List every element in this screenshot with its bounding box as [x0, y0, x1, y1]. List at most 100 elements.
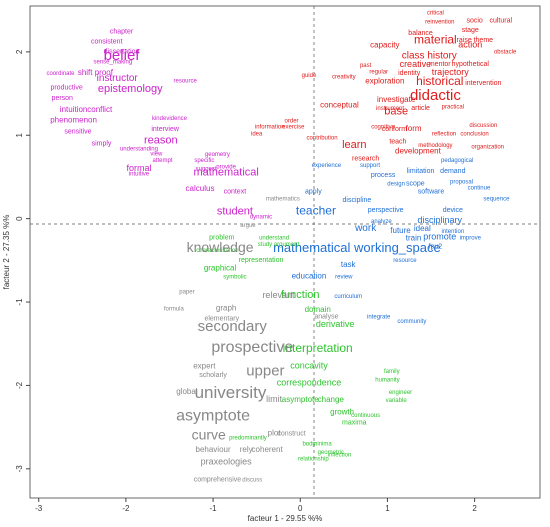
word-magenta: productive	[50, 84, 82, 91]
word-gray: secondary	[198, 318, 268, 335]
word-gray: discuss	[242, 477, 262, 483]
y-tick-label: -1	[15, 298, 24, 306]
word-red: past	[360, 63, 372, 69]
word-red: research	[352, 155, 379, 162]
word-green: study argument	[258, 242, 300, 248]
word-green: geometric	[318, 450, 344, 456]
y-tick-label: -2	[15, 381, 24, 389]
word-blue: ideal	[414, 224, 431, 233]
word-red: order	[285, 119, 299, 125]
word-red: investigate	[377, 95, 416, 104]
word-blue: analyze	[371, 219, 392, 225]
word-gray: argue	[240, 223, 256, 229]
word-magenta: phenomenon	[50, 116, 97, 125]
word-gray: formula	[164, 306, 185, 312]
word-red: obstacle	[494, 50, 517, 56]
word-gray: upper	[246, 362, 284, 379]
word-red: trajectory	[432, 67, 470, 77]
word-red: regular	[369, 70, 388, 76]
y-tick-label: -3	[15, 465, 24, 473]
y-axis-ticks: -3 -2 -1 0 1 2	[15, 49, 30, 472]
word-magenta: conflict	[87, 105, 113, 114]
word-red: instrument	[376, 106, 404, 112]
word-red: conclusion	[460, 131, 488, 137]
word-blue: discipline	[343, 197, 372, 204]
word-blue: sequence	[483, 196, 510, 202]
x-tick-label: 1	[385, 504, 390, 513]
word-green: humanity	[375, 377, 399, 383]
word-blue: task	[341, 260, 357, 269]
word-red: critical	[427, 10, 444, 16]
word-gray: behaviour	[196, 445, 231, 454]
word-blue: design	[387, 181, 405, 187]
word-gray: mathematics	[266, 196, 300, 202]
word-magenta: reason	[144, 135, 178, 147]
word-green: correspondence	[277, 377, 342, 387]
word-green: problem	[209, 234, 234, 241]
word-gray: comprehensive	[194, 476, 242, 483]
word-red: socio	[466, 18, 482, 25]
word-green: understand	[259, 235, 289, 241]
word-gray: prospective	[211, 339, 293, 356]
word-magenta: coordinate	[46, 71, 75, 77]
word-green: engineer	[389, 390, 412, 396]
word-blue: apply	[305, 189, 322, 196]
word-blue: process	[371, 172, 396, 179]
word-red: organization	[471, 145, 504, 151]
word-magenta: shift proof	[78, 68, 114, 77]
word-red: learn	[342, 139, 366, 151]
word-red: conform	[382, 126, 407, 133]
word-green: family	[384, 369, 400, 375]
word-blue: fpu2	[429, 244, 443, 251]
word-red: mentor	[429, 61, 451, 68]
word-green: characterization	[196, 248, 238, 254]
word-blue: scope	[406, 180, 425, 187]
x-tick-label: -2	[122, 504, 130, 513]
word-magenta: context	[224, 189, 247, 196]
word-magenta: simply	[92, 140, 112, 147]
word-blue: device	[443, 207, 463, 214]
word-red: stage	[462, 27, 479, 34]
word-red: methodology	[418, 143, 452, 149]
plot-frame	[29, 5, 541, 499]
word-red: practical	[442, 105, 464, 111]
word-blue: intention	[441, 229, 464, 235]
word-red: form	[406, 124, 422, 133]
word-magenta: understanding	[120, 146, 158, 152]
word-blue: future	[390, 226, 411, 235]
word-gray: limit	[266, 394, 282, 404]
word-magenta: view	[150, 151, 163, 157]
word-red: action	[458, 40, 482, 50]
x-tick-label: -3	[35, 504, 43, 513]
word-green: maxima	[342, 420, 367, 427]
word-red: exercise	[282, 125, 305, 131]
word-green: relationship	[298, 456, 329, 462]
word-red: article	[411, 105, 430, 112]
word-red: raise	[457, 37, 472, 44]
word-red: hypothetical	[452, 61, 490, 68]
word-gray: knowledge	[187, 239, 254, 255]
word-gray: graph	[216, 303, 236, 312]
y-tick-label: 0	[15, 216, 24, 221]
word-gray: rely	[240, 445, 253, 454]
y-tick-label: 1	[15, 132, 24, 137]
word-gray: curve	[192, 427, 226, 443]
word-magenta: geometry	[205, 152, 230, 158]
word-green: predominantly	[229, 436, 267, 442]
word-magenta: kindevidence	[152, 116, 188, 122]
word-red: reflection	[432, 131, 456, 137]
x-tick-label: 0	[298, 504, 303, 513]
word-red: discussion	[469, 123, 497, 129]
word-gray: asymptote	[176, 407, 250, 424]
word-red: information	[255, 125, 285, 131]
word-red: capacity	[370, 41, 399, 50]
word-gray: analyse	[314, 314, 338, 321]
word-red: conceptual	[320, 101, 359, 110]
word-red: cultural	[489, 18, 512, 25]
word-blue: mathematical working_space	[273, 240, 441, 255]
word-magenta: suggest	[196, 166, 217, 172]
word-gray: paper	[179, 290, 194, 296]
